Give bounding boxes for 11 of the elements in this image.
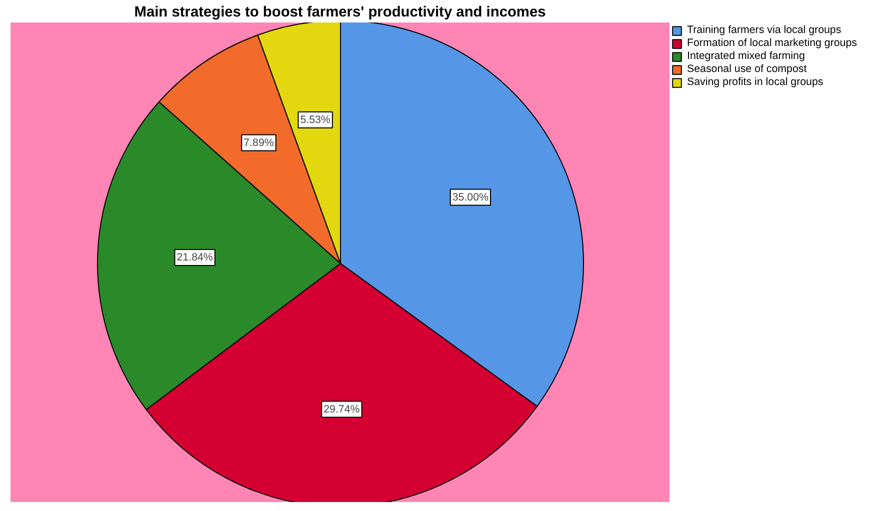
legend-label: Training farmers via local groups bbox=[687, 24, 842, 36]
legend-label: Integrated mixed farming bbox=[687, 50, 805, 62]
chart-title: Main strategies to boost farmers' productivity and incomes bbox=[134, 4, 546, 20]
data-label: 5.53% bbox=[300, 114, 331, 126]
data-label: 35.00% bbox=[452, 191, 490, 204]
data-label: 29.74% bbox=[324, 403, 360, 416]
legend-label: Seasonal use of compost bbox=[687, 63, 807, 75]
data-label: 21.84% bbox=[176, 251, 214, 264]
data-label: 7.89% bbox=[244, 136, 274, 149]
legend-label: Saving profits in local groups bbox=[687, 76, 824, 88]
legend-label: Formation of local marketing groups bbox=[687, 37, 857, 49]
